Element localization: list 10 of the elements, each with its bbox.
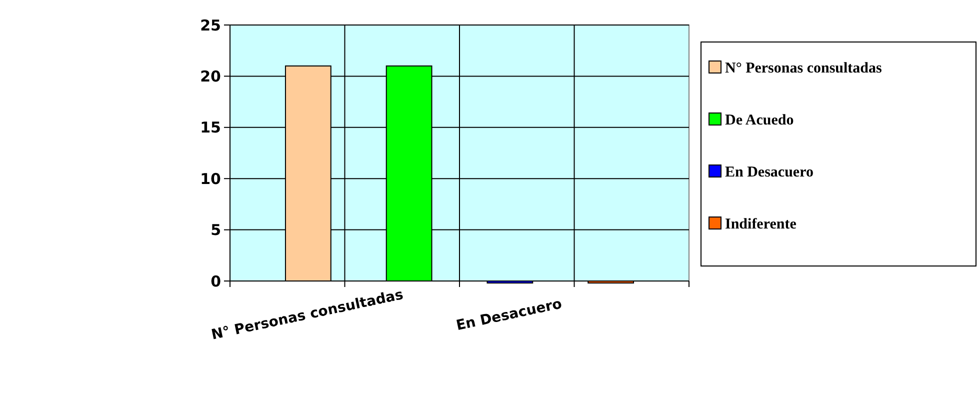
y-tick-label: 10 xyxy=(200,170,221,188)
y-tick-label: 15 xyxy=(200,118,221,137)
y-tick-label: 25 xyxy=(200,16,221,34)
y-tick-label: 5 xyxy=(210,221,221,240)
legend-label: De Acuedo xyxy=(725,112,794,128)
legend-label: En Desacuero xyxy=(725,164,814,180)
legend-label: Indiferente xyxy=(725,216,797,232)
y-tick-label: 20 xyxy=(200,67,221,86)
y-tick-label: 0 xyxy=(210,272,221,290)
legend-label: N° Personas consultadas xyxy=(725,60,882,76)
